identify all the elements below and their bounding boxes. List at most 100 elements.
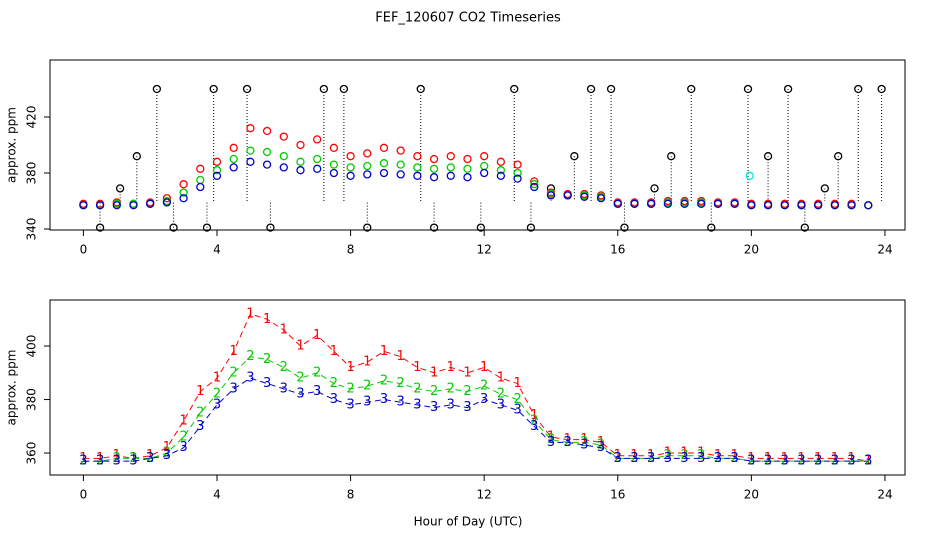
point [800,223,809,232]
point [246,124,255,133]
point-marker: 2 [680,448,688,463]
point [680,199,689,208]
x-tick-label: 4 [213,243,221,257]
x-tick-label: 12 [477,488,492,502]
point-marker: 1 [847,451,855,466]
point-marker: 2 [179,430,187,445]
point-marker: 1 [230,344,238,359]
point-marker: 2 [547,432,555,447]
point [132,152,141,161]
point-marker: 1 [179,413,187,428]
point [363,170,372,179]
series-line [83,377,869,462]
point-marker: 3 [530,419,538,434]
point-marker: 3 [497,397,505,412]
x-tick-label: 20 [744,243,759,257]
point-marker: 3 [680,451,688,466]
point-marker: 3 [597,440,605,455]
point [530,177,539,186]
point-marker: 3 [96,454,104,469]
x-tick-label: 0 [80,488,88,502]
point [296,140,305,150]
point [663,199,673,208]
point [463,164,472,173]
point [877,84,886,94]
point [413,171,422,180]
plot-frame [49,299,906,476]
point [279,152,288,161]
point-marker: 3 [547,435,555,450]
point [797,201,806,210]
point-marker: 1 [714,448,722,463]
point-marker: 3 [630,451,638,466]
point [745,171,754,180]
point [780,201,789,210]
point-marker: 1 [513,376,521,391]
point [179,194,188,203]
point-marker: 1 [330,344,338,359]
point [480,152,489,161]
point-marker: 1 [163,440,171,455]
point [379,143,389,152]
point [496,166,506,175]
point-marker: 3 [564,435,572,450]
point-marker: 2 [847,454,855,469]
point [196,164,205,173]
point [429,154,439,164]
point-marker: 2 [296,371,304,386]
point [526,223,536,232]
point [413,163,422,172]
point [202,223,212,232]
point-marker: 3 [397,395,405,410]
point-marker: 1 [146,448,154,463]
chart-title: FEF_120607 CO2 Timeseries [375,11,561,26]
point [480,161,489,171]
point-marker: 1 [630,448,638,463]
point-marker: 3 [380,392,388,407]
point-marker: 1 [213,371,221,386]
point [346,163,355,172]
point-marker: 3 [230,381,238,396]
point-marker: 3 [213,397,221,412]
point-marker: 3 [781,454,789,469]
point [783,84,793,94]
point [329,160,339,169]
point-marker: 3 [731,451,739,466]
point-marker: 3 [179,440,187,455]
point-marker: 1 [346,360,354,375]
point-marker: 1 [564,432,572,447]
point [296,166,305,175]
point [246,157,255,166]
point [152,84,162,94]
point-marker: 3 [146,451,154,466]
point-marker: 1 [363,355,371,370]
point [363,223,372,232]
y-axis-label: approx. ppm [5,350,19,426]
point [346,152,355,161]
point [329,168,339,178]
y-tick-label: 400 [25,335,39,358]
point [79,201,88,210]
x-tick-label: 8 [347,243,355,257]
point-marker: 1 [313,328,321,343]
x-tick-label: 8 [347,488,355,502]
point [814,201,823,210]
point [763,201,773,210]
point-marker: 1 [664,446,672,461]
point-marker: 3 [764,454,772,469]
point [697,199,706,208]
point-marker: 2 [497,387,505,402]
point-marker: 1 [781,451,789,466]
point-marker: 2 [480,379,488,394]
point [313,164,322,173]
point-marker: 2 [647,451,655,466]
point-marker: 3 [79,454,87,469]
point-marker: 2 [413,381,421,396]
point [379,159,389,168]
point [196,182,205,192]
point-marker: 1 [296,339,304,354]
point-marker: 1 [280,322,288,337]
point [129,201,138,210]
point [242,84,252,94]
point [162,198,172,207]
